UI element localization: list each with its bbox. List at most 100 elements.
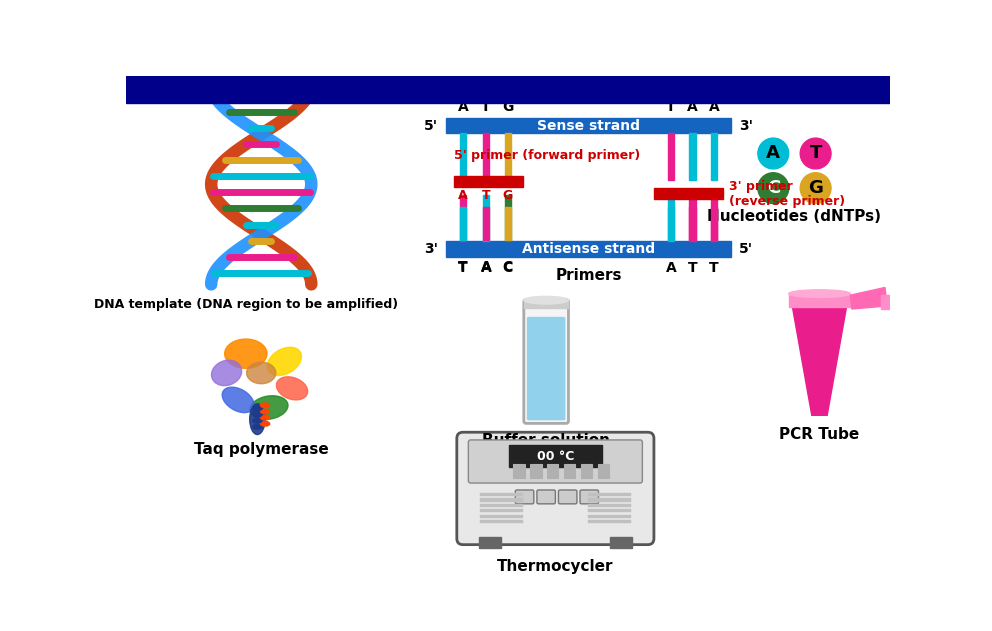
Text: A: A xyxy=(481,260,491,274)
Text: 3': 3' xyxy=(425,242,438,256)
Bar xyxy=(513,464,525,478)
Bar xyxy=(483,195,489,241)
Ellipse shape xyxy=(253,406,262,411)
Bar xyxy=(524,298,568,308)
Text: A: A xyxy=(687,100,697,114)
Bar xyxy=(587,504,631,507)
Text: C: C xyxy=(503,260,513,274)
Bar xyxy=(460,208,466,240)
Text: A: A xyxy=(481,261,491,274)
Bar xyxy=(580,464,592,478)
Bar xyxy=(446,118,731,134)
Circle shape xyxy=(758,173,789,204)
Bar xyxy=(789,293,850,307)
Text: A: A xyxy=(457,100,468,114)
Circle shape xyxy=(801,138,831,169)
Circle shape xyxy=(758,138,789,169)
Bar xyxy=(509,445,601,467)
Text: Nucleotides (dNTPs): Nucleotides (dNTPs) xyxy=(707,209,881,224)
Ellipse shape xyxy=(789,290,850,297)
Bar xyxy=(711,134,717,180)
Text: Antisense strand: Antisense strand xyxy=(522,242,655,256)
Text: Primers: Primers xyxy=(556,268,622,283)
Bar xyxy=(479,537,501,548)
Text: PCR Tube: PCR Tube xyxy=(780,427,860,442)
Text: G: G xyxy=(503,189,513,202)
Text: Thermocycler: Thermocycler xyxy=(497,558,614,574)
Bar xyxy=(587,498,631,502)
Bar xyxy=(480,509,523,512)
Ellipse shape xyxy=(261,409,270,414)
Bar xyxy=(547,464,558,478)
Polygon shape xyxy=(793,307,846,415)
Circle shape xyxy=(801,173,831,204)
Ellipse shape xyxy=(261,415,270,420)
Ellipse shape xyxy=(524,297,568,304)
Text: T: T xyxy=(709,261,719,274)
Bar xyxy=(505,195,511,241)
Ellipse shape xyxy=(250,404,265,435)
Text: 5' primer (forward primer): 5' primer (forward primer) xyxy=(453,149,640,162)
Bar xyxy=(587,509,631,512)
Text: T: T xyxy=(687,261,697,274)
Ellipse shape xyxy=(267,347,302,375)
Text: T: T xyxy=(482,189,490,202)
Ellipse shape xyxy=(222,387,254,413)
Bar xyxy=(460,134,466,180)
Bar xyxy=(587,520,631,523)
Text: C: C xyxy=(503,261,513,274)
FancyBboxPatch shape xyxy=(456,432,654,545)
Text: T: T xyxy=(809,144,821,163)
Text: 5': 5' xyxy=(425,119,438,133)
Text: Sense strand: Sense strand xyxy=(537,119,640,133)
Bar xyxy=(460,195,466,241)
Ellipse shape xyxy=(253,412,262,417)
Text: T: T xyxy=(458,260,468,274)
Text: G: G xyxy=(502,100,513,114)
Ellipse shape xyxy=(253,425,262,429)
Text: The components of a PCR reaction: The components of a PCR reaction xyxy=(306,80,711,100)
Text: A: A xyxy=(666,261,677,274)
Bar xyxy=(711,208,717,240)
Text: T: T xyxy=(709,189,718,202)
Bar xyxy=(505,134,511,180)
Bar xyxy=(587,515,631,517)
Bar xyxy=(480,520,523,523)
Bar xyxy=(480,515,523,517)
Bar xyxy=(598,464,609,478)
Bar xyxy=(483,134,489,180)
Ellipse shape xyxy=(211,360,242,386)
Bar xyxy=(530,464,542,478)
Text: 00 °C: 00 °C xyxy=(537,450,574,463)
Bar xyxy=(689,208,695,240)
FancyBboxPatch shape xyxy=(580,490,598,504)
Bar xyxy=(610,537,632,548)
FancyBboxPatch shape xyxy=(558,490,577,504)
Polygon shape xyxy=(850,288,887,309)
Bar xyxy=(668,134,674,180)
Bar xyxy=(483,208,489,240)
Bar xyxy=(480,504,523,507)
Bar xyxy=(480,498,523,502)
FancyBboxPatch shape xyxy=(527,317,565,420)
Bar xyxy=(480,493,523,496)
Bar xyxy=(668,208,674,240)
Ellipse shape xyxy=(261,422,270,426)
Bar xyxy=(453,176,523,187)
Bar xyxy=(654,188,723,199)
Bar xyxy=(587,493,631,496)
Ellipse shape xyxy=(250,396,288,420)
Bar xyxy=(689,195,695,241)
Text: A: A xyxy=(458,189,468,202)
Text: 3': 3' xyxy=(739,119,753,133)
Ellipse shape xyxy=(253,418,262,423)
Ellipse shape xyxy=(261,403,270,408)
Text: Taq polymerase: Taq polymerase xyxy=(193,442,328,457)
Bar xyxy=(446,241,731,257)
Bar xyxy=(689,134,695,180)
Bar xyxy=(505,208,511,240)
Text: A: A xyxy=(767,144,781,163)
FancyBboxPatch shape xyxy=(537,490,556,504)
Text: T: T xyxy=(688,189,696,202)
FancyBboxPatch shape xyxy=(524,299,568,423)
